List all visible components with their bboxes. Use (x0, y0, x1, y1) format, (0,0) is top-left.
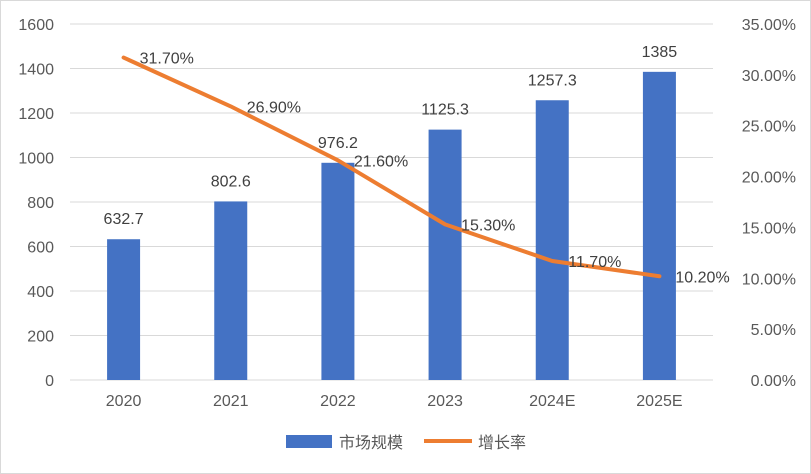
legend-swatch-bar (286, 435, 332, 448)
line-data-label: 11.70% (568, 254, 621, 271)
y-right-tick-label: 25.00% (742, 119, 796, 136)
y-left-tick-label: 400 (27, 284, 54, 301)
x-tick-label: 2023 (427, 393, 463, 410)
y-left-tick-label: 1600 (18, 17, 54, 34)
x-tick-label: 2025E (636, 393, 682, 410)
line-data-label: 26.90% (247, 99, 301, 116)
legend-label: 市场规模 (339, 433, 403, 452)
y-right-tick-label: 20.00% (742, 170, 796, 187)
y-left-tick-label: 800 (27, 195, 54, 212)
bar (428, 129, 462, 380)
y-left-tick-label: 1400 (18, 62, 54, 79)
bar (321, 162, 355, 380)
y-right-tick-label: 0.00% (751, 373, 796, 390)
x-tick-label: 2024E (529, 393, 575, 410)
bar-data-label: 802.6 (211, 173, 251, 190)
line-data-label: 15.30% (461, 217, 515, 234)
bar-data-label: 976.2 (318, 135, 358, 152)
y-right-tick-label: 15.00% (742, 220, 796, 237)
y-right-tick-label: 10.00% (742, 271, 796, 288)
bar (214, 201, 248, 380)
legend-label: 增长率 (478, 433, 526, 452)
line-data-label: 31.70% (140, 51, 194, 68)
y-left-tick-label: 0 (45, 373, 54, 390)
bar-data-label: 1257.3 (528, 72, 577, 89)
y-left-tick-label: 200 (27, 329, 54, 346)
y-right-tick-label: 5.00% (751, 322, 796, 339)
x-tick-label: 2020 (106, 393, 142, 410)
bar-data-label: 632.7 (104, 211, 144, 228)
bar (642, 71, 676, 381)
line-data-label: 10.20% (675, 269, 729, 286)
line-data-label: 21.60% (354, 153, 408, 170)
bar (535, 100, 569, 381)
y-right-tick-label: 30.00% (742, 68, 796, 85)
bar-data-label: 1385 (642, 44, 678, 61)
x-tick-label: 2021 (213, 393, 249, 410)
x-tick-label: 2022 (320, 393, 356, 410)
bar (107, 239, 141, 380)
y-right-tick-label: 35.00% (742, 17, 796, 34)
y-left-tick-label: 1000 (18, 151, 54, 168)
growth-rate-line (121, 55, 662, 279)
bar-data-label: 1125.3 (421, 102, 469, 119)
y-left-tick-label: 1200 (18, 106, 54, 123)
y-left-tick-label: 600 (27, 240, 54, 257)
